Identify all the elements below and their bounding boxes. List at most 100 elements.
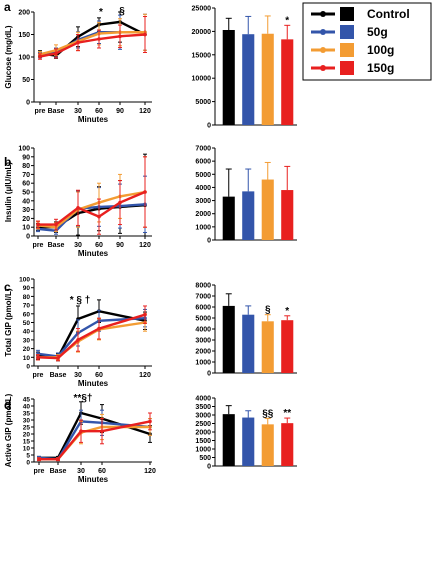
legend-swatch-control: [340, 7, 354, 21]
panel-c-auc-bar-chart: 0 1000 2000 3000 4000 5000 6000 7000 8000 § *: [195, 283, 297, 378]
data-point: [38, 54, 42, 59]
y-tick-label-4000: 4000: [195, 185, 211, 192]
y-tick-label-100: 100: [18, 55, 30, 62]
y-tick-label-10: 10: [22, 225, 30, 232]
data-point: [76, 338, 80, 342]
series-150g: [37, 412, 152, 462]
y-tick-label-90: 90: [22, 154, 30, 161]
y-tick-label-8000: 8000: [195, 283, 211, 290]
data-point: [100, 429, 104, 434]
y-tick-label-1000: 1000: [195, 224, 211, 231]
series-control: [36, 299, 147, 362]
bar-100g: [261, 179, 274, 240]
y-tick-label-200: 200: [18, 10, 30, 17]
y-tick-label-50: 50: [22, 190, 30, 197]
y-tick-label-20: 20: [23, 346, 31, 353]
series-150g: [36, 156, 147, 235]
x-tick-label-60: 60: [95, 242, 103, 249]
data-point: [56, 457, 60, 462]
y-tick-label-20: 20: [22, 216, 30, 223]
y-tick-label-80: 80: [23, 294, 31, 301]
series-line: [37, 190, 146, 229]
y-tick-label-25: 25: [23, 425, 31, 432]
bar-control: [222, 29, 235, 125]
x-axis-label: Minutes: [78, 249, 109, 258]
data-point: [118, 200, 122, 205]
y-tick-label-10000: 10000: [192, 76, 212, 83]
panel-b-auc-bar-chart: 0 1000 2000 3000 4000 5000 6000 7000: [195, 146, 297, 245]
x-tick-label-120: 120: [139, 242, 151, 249]
bar-150g: [281, 39, 294, 125]
data-point: [76, 40, 80, 45]
bar-50g: [242, 417, 255, 466]
x-tick-label-90: 90: [116, 242, 124, 249]
y-tick-label-10: 10: [23, 355, 31, 362]
data-point: [143, 32, 147, 37]
bar-100g: [261, 33, 274, 125]
significance-annotation: *: [285, 306, 289, 317]
y-tick-label-3500: 3500: [195, 404, 211, 411]
x-tick-label-120: 120: [139, 108, 151, 115]
bar-100g: [261, 321, 274, 373]
y-tick-label-5000: 5000: [195, 172, 211, 179]
legend-marker-100g: [320, 47, 326, 53]
x-tick-label-30: 30: [74, 108, 82, 115]
y-tick-label-6000: 6000: [195, 305, 211, 312]
x-tick-label-120: 120: [139, 372, 151, 379]
legend-marker-50g: [320, 29, 326, 35]
y-tick-label-1000: 1000: [195, 360, 211, 367]
significance-annotation: §: [119, 6, 125, 17]
legend-item-control: Control: [311, 7, 410, 21]
y-tick-label-50: 50: [23, 320, 31, 327]
x-tick-label-pre: pre: [33, 242, 44, 249]
x-tick-label-30: 30: [74, 242, 82, 249]
x-axis-label: Minutes: [78, 115, 109, 124]
y-tick-label-25000: 25000: [192, 6, 212, 13]
legend-swatch-100g: [340, 43, 354, 57]
significance-annotation: * § †: [70, 295, 91, 306]
y-tick-label-60: 60: [23, 311, 31, 318]
y-tick-label-40: 40: [22, 198, 30, 205]
bar-50g: [242, 191, 255, 240]
legend-label-50g: 50g: [367, 25, 388, 39]
y-tick-label-45: 45: [23, 397, 31, 404]
y-tick-label-40: 40: [23, 404, 31, 411]
y-tick-label-80: 80: [22, 163, 30, 170]
panel-letter-d: d: [4, 398, 11, 412]
y-tick-label-100: 100: [18, 146, 30, 153]
data-point: [118, 34, 122, 39]
x-tick-label-90: 90: [116, 108, 124, 115]
bar-50g: [242, 34, 255, 125]
series-100g: [36, 156, 147, 233]
series-150g: [38, 16, 147, 60]
data-point: [143, 312, 147, 317]
y-tick-label-5: 5: [26, 453, 30, 460]
legend-marker-150g: [320, 65, 326, 71]
series-line: [38, 190, 146, 226]
x-axis-label: Minutes: [78, 379, 109, 388]
data-point: [54, 51, 58, 56]
y-tick-label-2000: 2000: [195, 430, 211, 437]
y-tick-label-500: 500: [199, 455, 211, 462]
panel-letter-c: c: [4, 280, 11, 294]
bar-control: [222, 196, 235, 240]
significance-annotation: **§†: [74, 393, 93, 404]
data-point: [56, 356, 60, 360]
y-tick-label-3000: 3000: [195, 338, 211, 345]
legend-item-50g: 50g: [311, 25, 388, 39]
y-tick-label-70: 70: [22, 172, 30, 179]
y-tick-label-30: 30: [23, 337, 31, 344]
x-tick-label-60: 60: [95, 372, 103, 379]
y-tick-label-1000: 1000: [195, 447, 211, 454]
bar-50g: [242, 314, 255, 373]
x-tick-label-120: 120: [144, 468, 156, 475]
y-tick-label-0: 0: [207, 371, 211, 378]
y-tick-label-5000: 5000: [195, 99, 211, 106]
significance-annotation: *: [285, 15, 289, 26]
y-tick-label-0: 0: [26, 234, 30, 241]
data-point: [36, 222, 40, 227]
y-tick-label-20: 20: [23, 432, 31, 439]
